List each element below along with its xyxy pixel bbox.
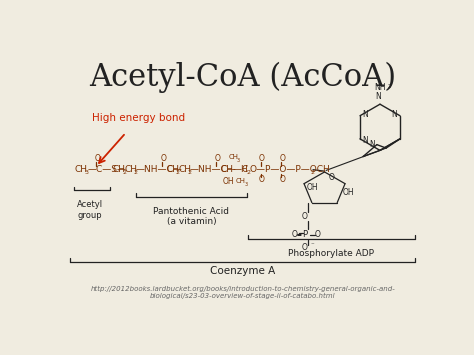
Text: OH: OH (343, 188, 355, 197)
Text: O: O (161, 154, 166, 163)
Text: 2: 2 (176, 170, 180, 175)
Text: N: N (362, 110, 368, 119)
Text: 3: 3 (84, 170, 88, 175)
Text: O: O (259, 175, 265, 184)
Text: O: O (259, 154, 265, 163)
Text: O: O (291, 230, 297, 239)
Text: 2: 2 (247, 170, 251, 175)
Text: O: O (280, 154, 286, 163)
Text: CH: CH (178, 165, 191, 174)
Text: ⁻: ⁻ (310, 243, 314, 249)
Text: O: O (328, 173, 335, 182)
Text: O—P—O—P—OCH: O—P—O—P—OCH (249, 165, 330, 174)
Text: 3: 3 (237, 158, 240, 163)
Text: CH: CH (236, 178, 246, 184)
Text: —C—S—: —C—S— (87, 165, 127, 174)
Text: O: O (302, 243, 308, 252)
Text: CH—C: CH—C (220, 165, 249, 174)
Text: N: N (362, 136, 368, 145)
Text: O: O (314, 230, 320, 239)
Text: OH: OH (222, 177, 234, 186)
Text: http://2012books.lardbucket.org/books/introduction-to-chemistry-general-organic-: http://2012books.lardbucket.org/books/in… (91, 286, 395, 300)
Text: CH: CH (228, 154, 238, 160)
Text: CH: CH (167, 165, 180, 174)
Text: —NH—C—: —NH—C— (136, 165, 182, 174)
Text: Pantothenic Acid
(a vitamin): Pantothenic Acid (a vitamin) (153, 207, 229, 226)
Text: NH: NH (374, 83, 386, 92)
Text: 2: 2 (188, 170, 191, 175)
Text: High energy bond: High energy bond (92, 114, 185, 124)
Text: 2: 2 (122, 170, 126, 175)
Text: H: H (240, 165, 246, 174)
Text: Coenzyme A: Coenzyme A (210, 266, 275, 276)
Text: O: O (214, 154, 220, 163)
Text: Acetyl
group: Acetyl group (77, 201, 103, 220)
Text: Phosphorylate ADP: Phosphorylate ADP (289, 249, 374, 258)
Text: P: P (302, 230, 308, 239)
Text: O: O (302, 212, 308, 221)
Text: CH: CH (113, 165, 126, 174)
Text: CH: CH (74, 165, 87, 174)
Text: O: O (280, 175, 286, 184)
Text: N: N (391, 110, 397, 119)
Text: 3: 3 (245, 182, 247, 187)
Text: Acetyl-CoA (AcCoA): Acetyl-CoA (AcCoA) (90, 62, 396, 93)
Text: 2: 2 (134, 170, 137, 175)
Text: CH: CH (124, 165, 137, 174)
Text: O: O (94, 154, 100, 163)
Text: —NH—C—: —NH—C— (190, 165, 237, 174)
Text: N: N (369, 140, 374, 149)
Text: 2: 2 (388, 84, 391, 89)
Text: N: N (375, 92, 381, 101)
Text: OH: OH (307, 183, 319, 192)
Text: 2: 2 (310, 170, 315, 175)
